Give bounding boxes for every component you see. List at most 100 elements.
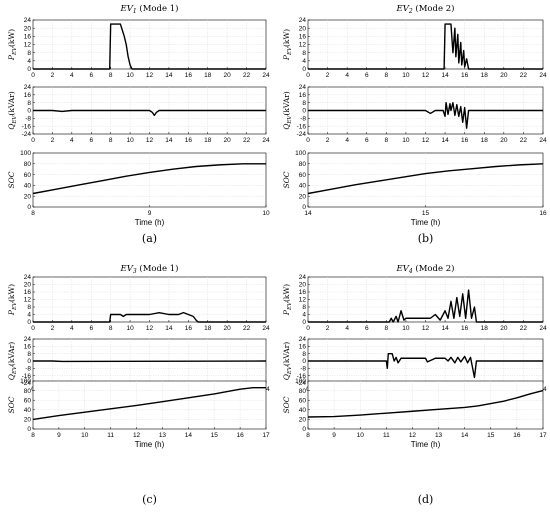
xtick-label: 24 bbox=[262, 325, 270, 332]
ytick-label: 0 bbox=[27, 358, 31, 365]
ytick-label: 80 bbox=[24, 161, 32, 168]
xtick-label: 13 bbox=[159, 432, 167, 439]
xtick-label: 24 bbox=[539, 137, 547, 144]
xtick-label: 10 bbox=[126, 72, 134, 79]
xtick-label: 16 bbox=[185, 325, 193, 332]
ytick-label: 16 bbox=[299, 344, 307, 351]
ytick-label: 60 bbox=[299, 397, 307, 404]
ytick-label: 24 bbox=[24, 17, 32, 24]
xtick-label: 0 bbox=[31, 137, 35, 144]
panel-label: (c) bbox=[142, 493, 157, 506]
xtick-label: 16 bbox=[513, 432, 521, 439]
xtick-label: 12 bbox=[146, 137, 154, 144]
ytick-label: 100 bbox=[295, 150, 306, 157]
ytick-label: 60 bbox=[24, 397, 32, 404]
xtick-label: 18 bbox=[481, 72, 489, 79]
xtick-label: 10 bbox=[262, 210, 270, 217]
xtick-label: 12 bbox=[409, 432, 417, 439]
ytick-label: 4 bbox=[27, 312, 31, 319]
xtick-label: 4 bbox=[345, 137, 349, 144]
xlabel: Time (h) bbox=[135, 440, 165, 449]
panel-title: EV4 (Mode 2) bbox=[396, 263, 455, 275]
ytick-label: 20 bbox=[299, 193, 307, 200]
xtick-label: 18 bbox=[204, 325, 212, 332]
xtick-label: 10 bbox=[126, 325, 134, 332]
ytick-label: 12 bbox=[24, 42, 32, 49]
xtick-label: 14 bbox=[441, 72, 449, 79]
ytick-label: 100 bbox=[295, 378, 306, 385]
ytick-label: 16 bbox=[299, 289, 307, 296]
ytick-label: -24 bbox=[22, 380, 32, 387]
ytick-label: 16 bbox=[299, 34, 307, 41]
xtick-label: 24 bbox=[539, 325, 547, 332]
ytick-label: 100 bbox=[20, 150, 31, 157]
series-line bbox=[32, 163, 266, 195]
xtick-label: 0 bbox=[306, 72, 310, 79]
xtick-label: 6 bbox=[89, 325, 93, 332]
xtick-label: 6 bbox=[365, 137, 369, 144]
ytick-label: 24 bbox=[299, 17, 307, 24]
ytick-label: 80 bbox=[299, 161, 307, 168]
xtick-label: 4 bbox=[345, 325, 349, 332]
xlabel: Time (h) bbox=[411, 440, 441, 449]
xtick-label: 6 bbox=[89, 137, 93, 144]
xtick-label: 14 bbox=[441, 325, 449, 332]
xtick-label: 22 bbox=[520, 72, 528, 79]
ytick-label: 0 bbox=[302, 426, 306, 433]
xtick-label: 4 bbox=[70, 325, 74, 332]
series-line bbox=[307, 389, 544, 418]
xtick-label: 11 bbox=[107, 432, 114, 439]
xlabel: Time (h) bbox=[411, 218, 441, 227]
ylabel: QEV(kVAr) bbox=[7, 342, 18, 381]
xtick-label: 9 bbox=[148, 210, 152, 217]
panel-title: EV1 (Mode 1) bbox=[120, 3, 179, 15]
xtick-label: 16 bbox=[539, 210, 547, 217]
ytick-label: 0 bbox=[302, 319, 306, 326]
xtick-label: 16 bbox=[185, 137, 193, 144]
xtick-label: 14 bbox=[185, 432, 193, 439]
xtick-label: 9 bbox=[57, 432, 61, 439]
ytick-label: -16 bbox=[297, 123, 307, 130]
xtick-label: 22 bbox=[243, 72, 251, 79]
xtick-label: 4 bbox=[345, 72, 349, 79]
ytick-label: 0 bbox=[302, 204, 306, 211]
ytick-label: 8 bbox=[27, 100, 31, 107]
ytick-label: 24 bbox=[24, 336, 32, 343]
ytick-label: 20 bbox=[24, 417, 32, 424]
ytick-label: 24 bbox=[299, 274, 307, 281]
ytick-label: 20 bbox=[299, 417, 307, 424]
xtick-label: 8 bbox=[109, 137, 113, 144]
ytick-label: -24 bbox=[297, 380, 307, 387]
xtick-label: 12 bbox=[422, 137, 430, 144]
ytick-label: 16 bbox=[299, 92, 307, 99]
ytick-label: -8 bbox=[25, 366, 31, 373]
plot-area bbox=[307, 380, 544, 430]
xtick-label: 18 bbox=[481, 137, 489, 144]
xtick-label: 18 bbox=[481, 325, 489, 332]
ytick-label: -24 bbox=[22, 131, 32, 138]
ytick-label: 8 bbox=[302, 50, 306, 57]
series-line bbox=[308, 23, 543, 70]
xtick-label: 14 bbox=[441, 137, 449, 144]
ytick-label: 20 bbox=[24, 282, 32, 289]
ytick-label: 24 bbox=[299, 84, 307, 91]
xtick-label: 8 bbox=[31, 210, 35, 217]
ytick-label: 40 bbox=[24, 407, 32, 414]
xtick-label: 10 bbox=[81, 432, 89, 439]
xtick-label: 14 bbox=[165, 325, 173, 332]
xtick-label: 24 bbox=[262, 137, 270, 144]
ytick-label: -8 bbox=[300, 116, 306, 123]
subplot-d-3: 0 20 40 60 80 100 8 9 10 11 12 13 14 15 16 17 SOC Time (h… bbox=[282, 378, 547, 449]
xtick-label: 14 bbox=[304, 210, 312, 217]
xtick-label: 0 bbox=[306, 137, 310, 144]
ytick-label: 8 bbox=[27, 351, 31, 358]
xtick-label: 17 bbox=[262, 432, 270, 439]
xtick-label: 22 bbox=[243, 137, 251, 144]
xtick-label: 9 bbox=[332, 432, 336, 439]
xtick-label: 12 bbox=[146, 72, 154, 79]
